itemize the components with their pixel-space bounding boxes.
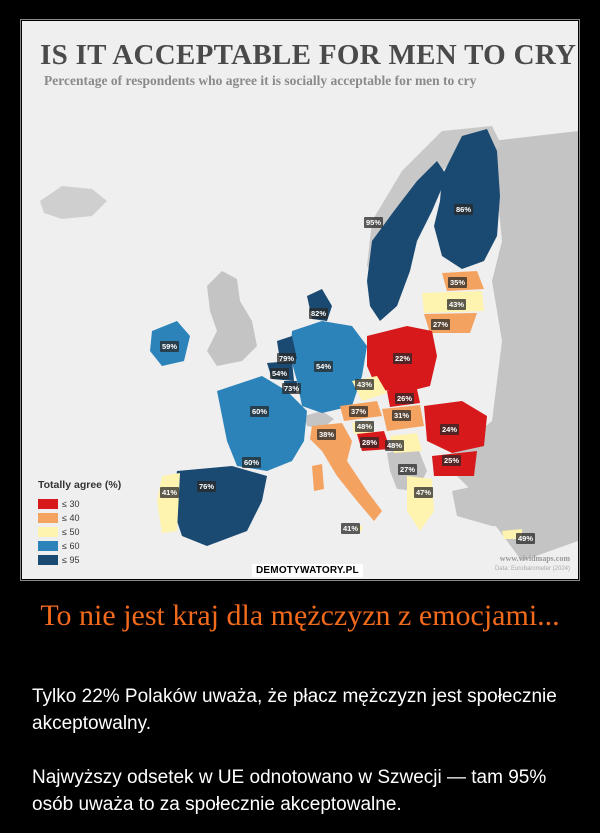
region-value-poland: 22% [393,353,413,364]
region-value-austria: 37% [349,406,369,417]
region-value-bosnia: 48% [385,440,405,451]
region-value-luxembourg: 73% [282,383,302,394]
region-value-serbia: 27% [398,464,418,475]
region-value-sweden: 95% [364,217,384,228]
body-text: Tylko 22% Polaków uważa, że płacz mężczy… [32,683,572,833]
spain-region [172,466,267,546]
region-value-latvia: 43% [447,299,467,310]
source-url: www.vividmaps.com [499,554,570,563]
region-value-belgium: 54% [270,368,290,379]
legend-title: Totally agree (%) [38,479,122,491]
region-value-italy-north: 38% [317,429,337,440]
region-value-lithuania: 27% [431,319,451,330]
region-value-bulgaria: 25% [442,455,462,466]
switzerland-region [304,411,334,429]
demotivator-frame: IS IT ACCEPTABLE FOR MEN TO CRY? Percent… [20,19,580,581]
greece-region [407,476,434,531]
region-value-hungary: 31% [392,410,412,421]
region-value-ireland: 59% [160,341,180,352]
legend-item: ≤ 95 [38,553,121,567]
legend-swatch-yellow [38,527,58,537]
region-value-croatia: 28% [360,437,380,448]
finland-region [434,129,500,269]
region-value-estonia: 35% [448,277,468,288]
legend-swatch-dark-blue [38,555,58,565]
italy-region [310,423,382,521]
site-watermark: DEMOTYWATORY.PL [252,564,363,577]
region-value-portugal: 41% [160,487,180,498]
map-subtitle: Percentage of respondents who agree it i… [44,73,477,88]
legend-item: ≤ 50 [38,525,121,539]
body-paragraph: Najwyższy odsetek w UE odnotowano w Szwe… [32,767,547,815]
source-note: Data: Eurobarometer (2024) [494,566,570,572]
region-value-finland: 86% [454,204,474,215]
map-title: IS IT ACCEPTABLE FOR MEN TO CRY? [40,39,578,71]
region-value-spain: 76% [197,481,217,492]
headline: To nie jest kraj dla mężczyzn z emocjami… [40,599,560,632]
turkey-region [452,476,578,531]
portugal-region [157,473,180,533]
region-value-italy-south: 41% [341,523,361,534]
legend-item: ≤ 30 [38,497,121,511]
region-value-czechia: 43% [355,379,375,390]
legend-label: ≤ 60 [62,541,80,551]
region-value-denmark: 82% [309,308,329,319]
region-value-slovenia: 48% [355,421,375,432]
legend-item: ≤ 60 [38,539,121,553]
legend-label: ≤ 40 [62,513,80,523]
great-britain-region [207,271,257,366]
legend-label: ≤ 95 [62,555,80,565]
region-value-netherlands: 79% [277,353,297,364]
legend-label: ≤ 30 [62,499,80,509]
map-panel: IS IT ACCEPTABLE FOR MEN TO CRY? Percent… [22,21,578,579]
region-value-france: 60% [250,406,270,417]
legend-swatch-red [38,499,58,509]
region-value-andorra: 60% [242,457,262,468]
region-value-romania: 24% [440,424,460,435]
iceland-region [40,186,107,219]
map-legend: Totally agree (%) ≤ 30 ≤ 40 ≤ 50 ≤ 60 ≤ … [38,479,121,567]
legend-swatch-blue [38,541,58,551]
region-value-germany: 54% [314,361,334,372]
legend-swatch-orange [38,513,58,523]
legend-label: ≤ 50 [62,527,80,537]
sardinia-region [312,464,324,491]
region-value-slovakia: 26% [395,393,415,404]
france-region [217,376,307,471]
legend-item: ≤ 40 [38,511,121,525]
sweden-region [367,161,447,321]
region-value-greece: 47% [414,487,434,498]
region-value-cyprus: 49% [516,533,536,544]
body-paragraph: Tylko 22% Polaków uważa, że płacz mężczy… [32,686,557,734]
